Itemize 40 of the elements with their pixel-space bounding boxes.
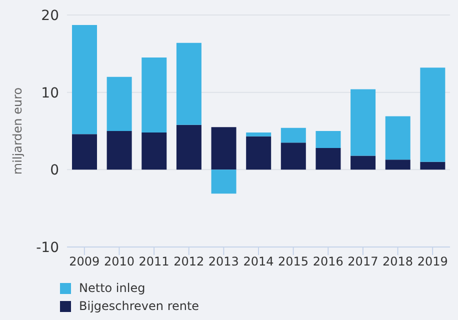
bar (246, 136, 272, 170)
x-tick-label: 2016 (312, 254, 344, 269)
x-tick-label: 2010 (104, 254, 134, 269)
y-axis-title: miljarden euro (10, 87, 24, 175)
bar (142, 132, 167, 170)
x-tick-label: 2015 (278, 254, 309, 269)
x-tick-label: 2012 (174, 254, 204, 269)
bar (176, 124, 202, 170)
bar (142, 58, 167, 133)
legend-label: Netto inleg (79, 281, 146, 295)
y-tick-label: -10 (36, 240, 59, 256)
x-tick-label: 2013 (208, 254, 239, 269)
bar (106, 76, 132, 131)
bar (176, 42, 202, 125)
x-tick-label: 2014 (243, 254, 274, 269)
bar (280, 142, 306, 170)
x-tick-label: 2018 (382, 254, 414, 269)
bar (316, 131, 341, 148)
bar (385, 116, 410, 160)
bar (350, 156, 376, 170)
x-tick-label: 2019 (417, 254, 448, 269)
y-tick-label: 0 (50, 162, 59, 179)
bar (420, 68, 446, 162)
x-tick-label: 2017 (348, 254, 378, 269)
bar (246, 132, 272, 136)
x-tick-label: 2009 (69, 254, 100, 269)
y-tick-label: 20 (41, 8, 59, 24)
bar (316, 148, 341, 170)
bar (211, 170, 236, 194)
y-tick-label: 10 (41, 85, 59, 102)
bar (350, 89, 376, 156)
bar (211, 127, 236, 170)
bar (72, 134, 97, 170)
legend-label: Bijgeschreven rente (79, 299, 200, 313)
bar (385, 160, 410, 170)
bar (106, 131, 132, 170)
bar (280, 128, 306, 143)
x-tick-label: 2011 (138, 254, 170, 269)
bar (420, 162, 446, 170)
bar (72, 25, 97, 134)
